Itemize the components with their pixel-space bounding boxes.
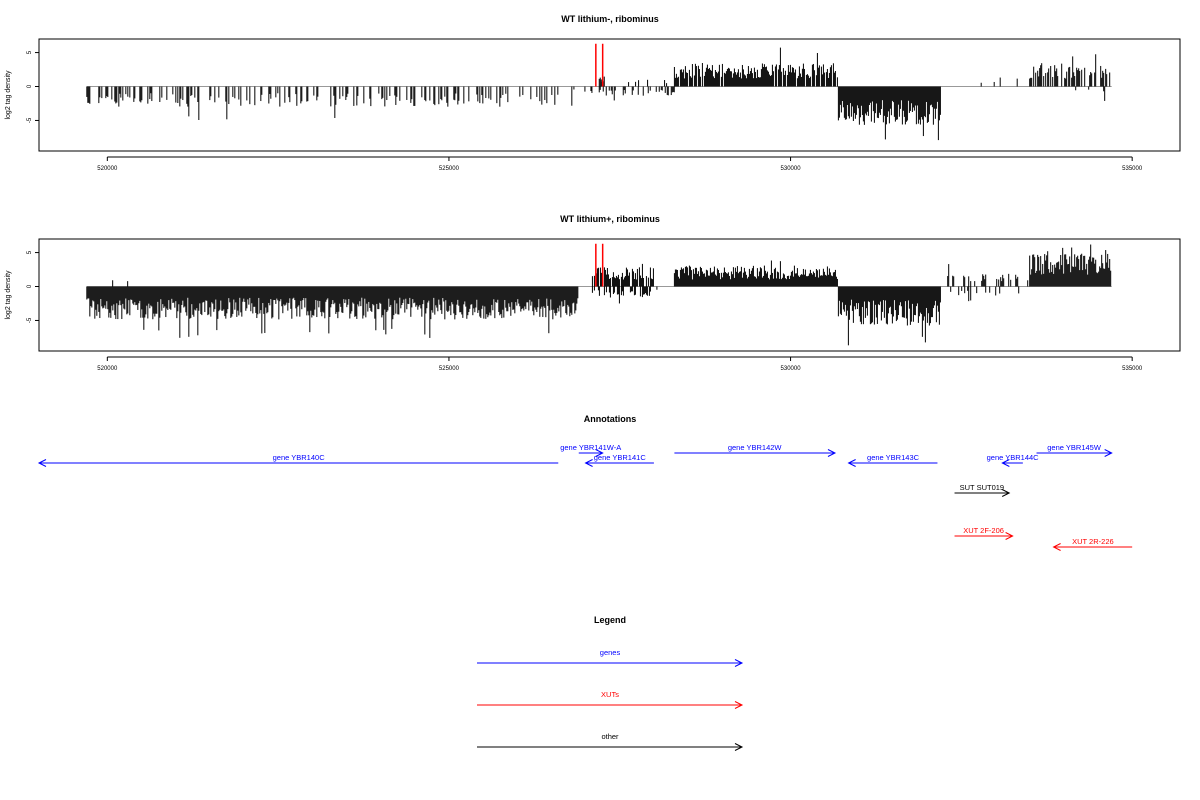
legend-label: genes xyxy=(600,648,621,657)
x-tick-label: 535000 xyxy=(1122,366,1143,372)
annotations-title: Annotations xyxy=(584,414,637,424)
annotation-label: gene YBR141C xyxy=(594,453,647,462)
y-tick-label: 5 xyxy=(27,50,33,54)
chart-title: WT lithium-, ribominus xyxy=(561,14,659,24)
chart-title: WT lithium+, ribominus xyxy=(560,214,660,224)
y-tick-label: 5 xyxy=(27,250,33,254)
annotation-arrow-head xyxy=(1001,489,1011,497)
annotation-arrow-head xyxy=(37,459,47,467)
annotation-arrow-head xyxy=(1052,543,1061,551)
annotation-label: gene YBR140C xyxy=(273,453,326,462)
annotation-label: gene YBR145W xyxy=(1047,443,1102,452)
legend-title: Legend xyxy=(594,615,626,625)
annotation-label: XUT 2F-206 xyxy=(963,526,1004,535)
annotation-label: gene YBR141W-A xyxy=(560,443,621,452)
annotation-arrow-head xyxy=(827,449,837,457)
x-tick-label: 525000 xyxy=(439,366,460,372)
annotation-arrow-head xyxy=(1104,449,1113,457)
annotation-arrow-head xyxy=(1001,459,1010,467)
y-tick-label: 0 xyxy=(27,84,33,88)
y-tick-label: 0 xyxy=(27,284,33,288)
x-tick-label: 530000 xyxy=(781,166,802,172)
x-tick-label: 535000 xyxy=(1122,166,1143,172)
x-tick-label: 525000 xyxy=(439,166,460,172)
legend-arrow-head xyxy=(734,743,744,751)
legend-label: XUTs xyxy=(601,690,619,699)
annotation-arrow-head xyxy=(847,459,856,467)
legend-label: other xyxy=(601,732,619,741)
plot-frame xyxy=(38,238,1181,352)
x-tick-label: 520000 xyxy=(97,366,118,372)
plot-frame xyxy=(38,38,1181,152)
y-tick-label: -5 xyxy=(27,317,33,323)
annotation-label: SUT SUT019 xyxy=(960,483,1004,492)
annotation-label: XUT 2R-226 xyxy=(1072,537,1114,546)
y-axis-label: log2 tag density xyxy=(5,270,12,320)
legend-arrow-head xyxy=(734,659,744,667)
legend-arrow-head xyxy=(734,701,744,709)
y-axis-label: log2 tag density xyxy=(5,70,12,120)
annotation-label: gene YBR144C xyxy=(987,453,1040,462)
annotation-label: gene YBR143C xyxy=(867,453,920,462)
annotation-label: gene YBR142W xyxy=(728,443,783,452)
annotation-arrow-head xyxy=(584,459,593,467)
annotation-arrow-head xyxy=(595,449,604,457)
annotation-arrow-head xyxy=(1005,532,1014,540)
x-tick-label: 530000 xyxy=(781,366,802,372)
x-tick-label: 520000 xyxy=(97,166,118,172)
y-tick-label: -5 xyxy=(27,117,33,123)
